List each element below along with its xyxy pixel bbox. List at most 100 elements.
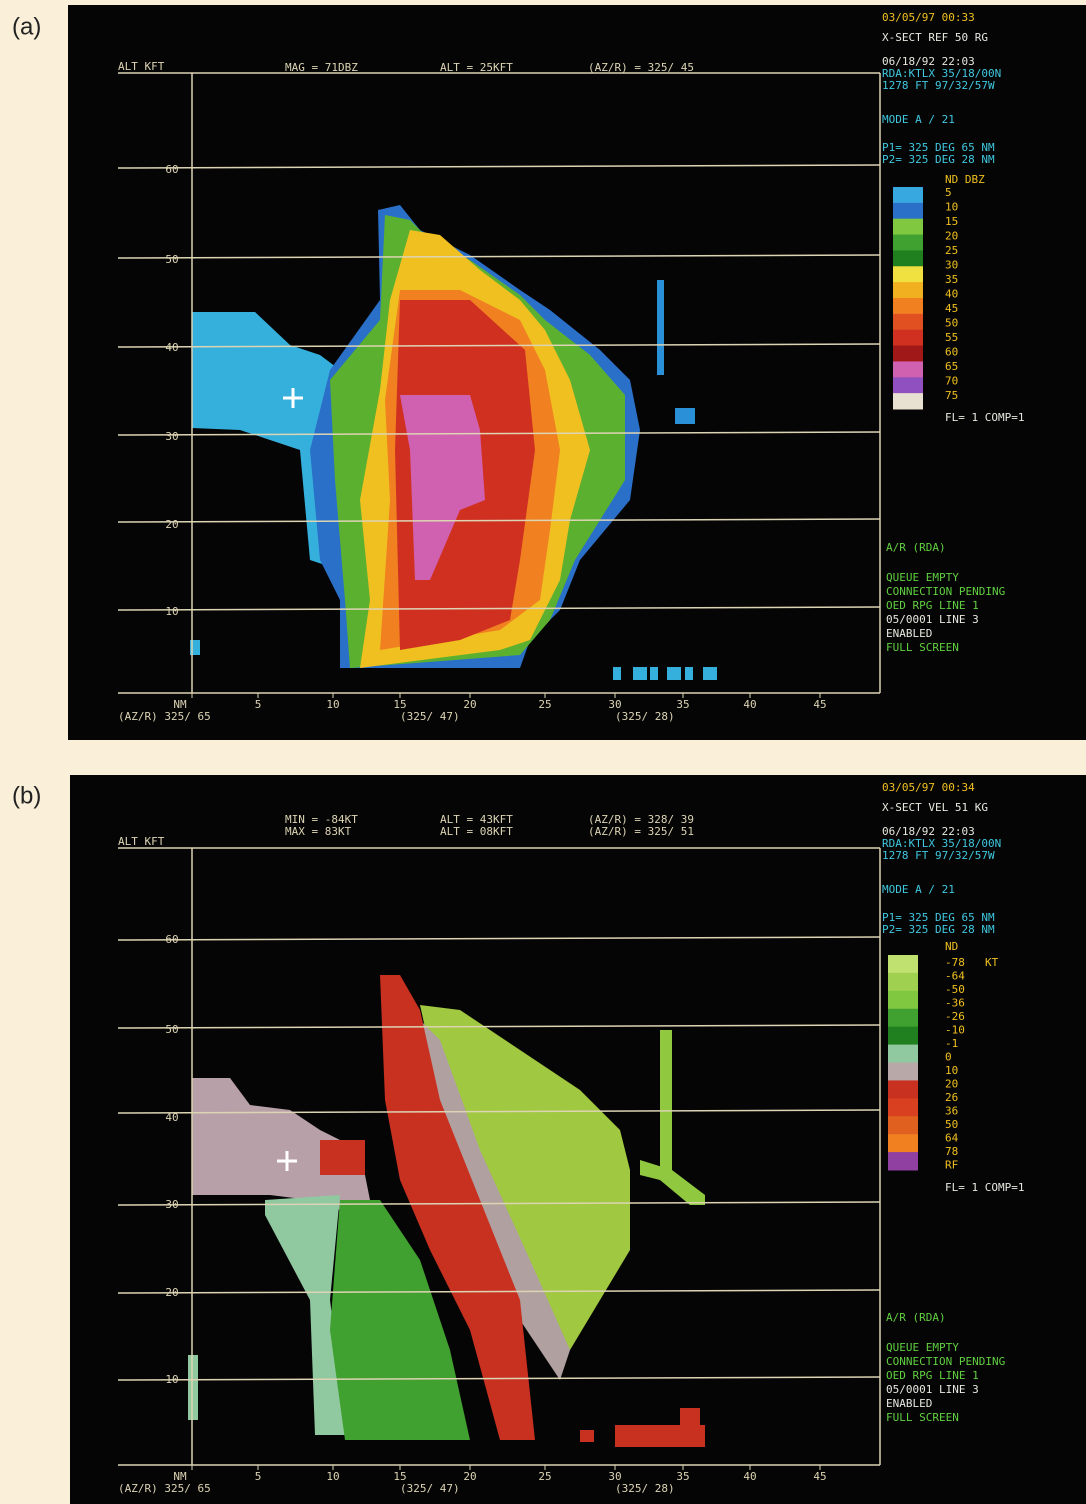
echo [657,280,664,375]
legend-footer: FL= 1 COMP=1 [945,411,1024,424]
echo [580,1430,594,1442]
status-line: 05/0001 LINE 3 [886,613,979,626]
legend-label: 26 [945,1091,958,1104]
legend-label: 25 [945,244,958,257]
echo [660,1030,672,1180]
echo [615,1425,705,1447]
status-line: QUEUE EMPTY [886,571,959,584]
legend-swatch [888,973,918,991]
legend-label: -50 [945,983,965,996]
legend-label: 20 [945,1078,958,1091]
legend-label: -1 [945,1037,958,1050]
legend-label: -10 [945,1024,965,1037]
legend-label: 35 [945,273,958,286]
y-tick-label: 50 [165,1023,178,1036]
x-tick-label: 40 [743,1470,756,1483]
y-tick-label: 60 [165,163,178,176]
echo [650,667,658,680]
legend-label: 78 [945,1145,958,1158]
x-tick-label: 25 [538,1470,551,1483]
y-tick-label: 10 [165,1373,178,1386]
status-line: QUEUE EMPTY [886,1341,959,1354]
legend-label: 5 [945,186,952,199]
x-tick-label: 5 [255,1470,262,1483]
y-tick-label: 30 [165,1198,178,1211]
legend-label: 64 [945,1132,959,1145]
legend-label: 50 [945,1118,958,1131]
legend-label: 55 [945,331,958,344]
info-line: MODE A / 21 [882,883,955,896]
legend-label: 15 [945,215,958,228]
legend-swatch [893,282,923,298]
legend-swatch [888,1134,918,1152]
header-text: ALT = 25KFT [440,61,513,74]
echo [703,667,717,680]
legend-label: 75 [945,389,958,402]
legend-swatch [888,1027,918,1045]
panel-label: (a) [12,13,41,40]
x-footer: (325/ 47) [400,1482,460,1495]
x-tick-label: 10 [326,698,339,711]
legend-label: 36 [945,1105,958,1118]
echo [667,667,681,680]
status-line: FULL SCREEN [886,641,959,654]
status-line: A/R (RDA) [886,541,946,554]
legend-label: -78 [945,956,965,969]
x-tick-label: 20 [463,698,476,711]
legend-label: 65 [945,360,958,373]
echo [613,667,621,680]
x-tick-label: 45 [813,1470,826,1483]
header-text: MAX = 83KT [285,825,352,838]
panel-label: (b) [12,782,41,809]
page: (a) ALT KFT MAG = 71DBZ ALT = 25KFT (AZ/R) =… [0,0,1086,1504]
legend-swatch [888,1152,918,1170]
legend-swatch [893,187,923,203]
echo [633,667,647,680]
x-footer: (325/ 28) [615,710,675,723]
legend-label: -26 [945,1010,965,1023]
legend-label: 10 [945,201,958,214]
y-tick-label: 30 [165,430,178,443]
x-tick-label: 45 [813,698,826,711]
x-tick-label: 20 [463,1470,476,1483]
x-footer: (325/ 47) [400,710,460,723]
legend-label: -36 [945,997,965,1010]
status-line: FULL SCREEN [886,1411,959,1424]
y-tick-label: 50 [165,253,178,266]
legend-swatch [888,1080,918,1098]
echo [188,1355,198,1420]
x-tick-label: 40 [743,698,756,711]
figure: (a) ALT KFT MAG = 71DBZ ALT = 25KFT (AZ/R) =… [0,0,1086,1504]
header-text: ALT = 08KFT [440,825,513,838]
legend-label: 30 [945,259,958,272]
echo [680,1408,700,1428]
y-axis-title: ALT KFT [118,835,165,848]
legend-footer: FL= 1 COMP=1 [945,1181,1024,1194]
status-line: 05/0001 LINE 3 [886,1383,979,1396]
legend-swatch [888,991,918,1009]
x-footer: (AZ/R) 325/ 65 [118,710,211,723]
status-line: CONNECTION PENDING [886,585,1005,598]
legend-unit: KT [985,956,999,969]
status-line: ENABLED [886,627,932,640]
legend-swatch [893,346,923,362]
echo [685,667,693,680]
legend-label: 20 [945,230,958,243]
legend-swatch [893,298,923,314]
info-line: MODE A / 21 [882,113,955,126]
legend-label: 45 [945,302,958,315]
legend-title: ND DBZ [945,173,985,186]
header-text: (AZ/R) = 325/ 45 [588,61,694,74]
legend-swatch [888,1009,918,1027]
legend-swatch [893,361,923,377]
status-line: OED RPG LINE 1 [886,599,979,612]
x-footer: (AZ/R) 325/ 65 [118,1482,211,1495]
y-tick-label: 20 [165,518,178,531]
legend-label: 60 [945,346,958,359]
legend-swatch [888,1116,918,1134]
legend-swatch [888,1098,918,1116]
legend-swatch [893,314,923,330]
info-line: P2= 325 DEG 28 NM [882,153,995,166]
header-text: MAG = 71DBZ [285,61,358,74]
legend-label: 40 [945,288,958,301]
